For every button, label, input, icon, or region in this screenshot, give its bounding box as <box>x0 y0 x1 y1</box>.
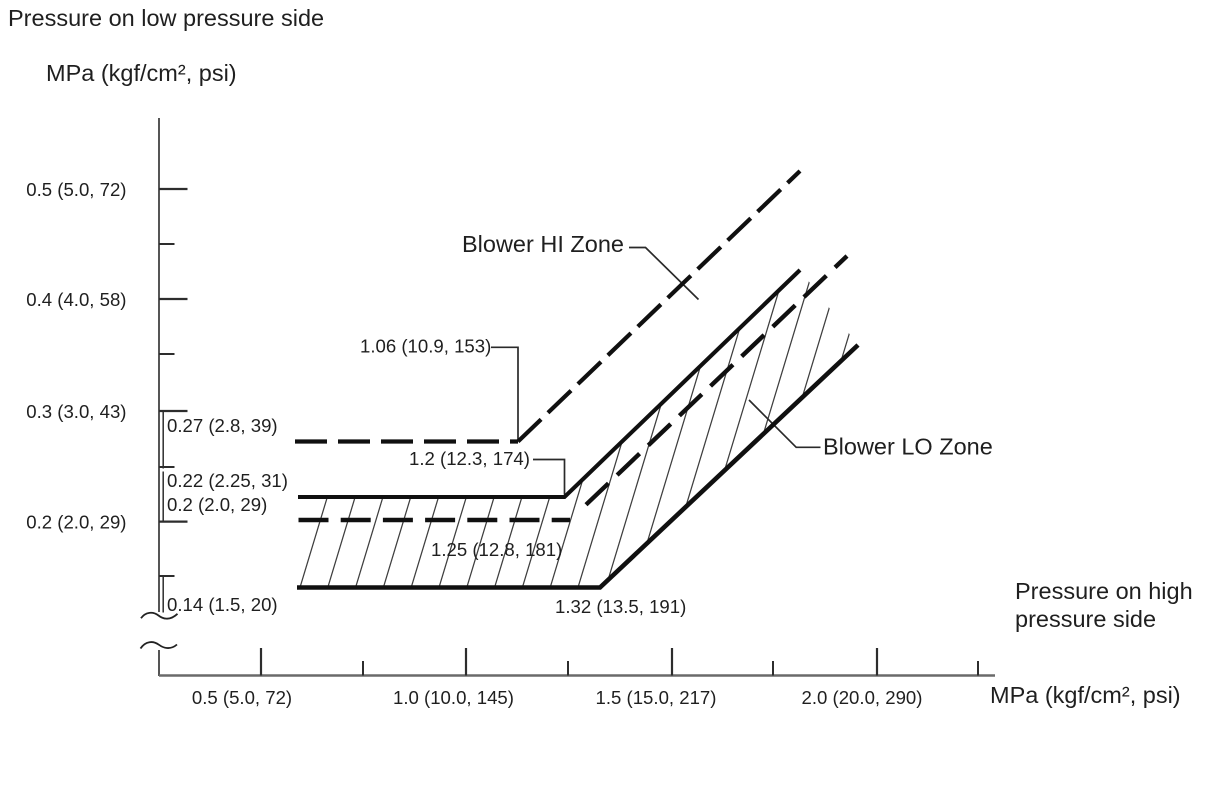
svg-text:1.2 (12.3, 174): 1.2 (12.3, 174) <box>409 448 530 469</box>
svg-text:1.32 (13.5, 191): 1.32 (13.5, 191) <box>555 596 686 617</box>
svg-text:0.14 (1.5, 20): 0.14 (1.5, 20) <box>167 594 278 615</box>
svg-text:1.0 (10.0, 145): 1.0 (10.0, 145) <box>393 687 514 708</box>
svg-text:pressure side: pressure side <box>1015 606 1156 632</box>
svg-text:0.4 (4.0, 58): 0.4 (4.0, 58) <box>26 289 126 310</box>
svg-text:Blower LO Zone: Blower LO Zone <box>823 434 993 460</box>
svg-text:MPa (kgf/cm², psi): MPa (kgf/cm², psi) <box>46 60 237 86</box>
svg-text:0.2 (2.0, 29): 0.2 (2.0, 29) <box>167 494 267 515</box>
svg-text:1.06 (10.9, 153): 1.06 (10.9, 153) <box>360 336 491 357</box>
svg-text:2.0 (20.0, 290): 2.0 (20.0, 290) <box>802 687 923 708</box>
svg-text:Blower HI Zone: Blower HI Zone <box>462 231 624 257</box>
svg-text:1.5 (15.0, 217): 1.5 (15.0, 217) <box>596 687 717 708</box>
svg-text:Pressure on low pressure side: Pressure on low pressure side <box>8 5 324 31</box>
svg-text:0.2 (2.0, 29): 0.2 (2.0, 29) <box>26 512 126 533</box>
svg-text:0.27 (2.8, 39): 0.27 (2.8, 39) <box>167 415 278 436</box>
svg-text:0.22 (2.25, 31): 0.22 (2.25, 31) <box>167 470 288 491</box>
svg-text:Pressure on high: Pressure on high <box>1015 578 1193 604</box>
svg-text:0.3 (3.0, 43): 0.3 (3.0, 43) <box>26 401 126 422</box>
svg-text:0.5 (5.0, 72): 0.5 (5.0, 72) <box>26 179 126 200</box>
svg-text:0.5 (5.0, 72): 0.5 (5.0, 72) <box>192 687 292 708</box>
svg-text:1.25 (12.8, 181): 1.25 (12.8, 181) <box>431 539 562 560</box>
svg-text:MPa (kgf/cm², psi): MPa (kgf/cm², psi) <box>990 682 1181 708</box>
